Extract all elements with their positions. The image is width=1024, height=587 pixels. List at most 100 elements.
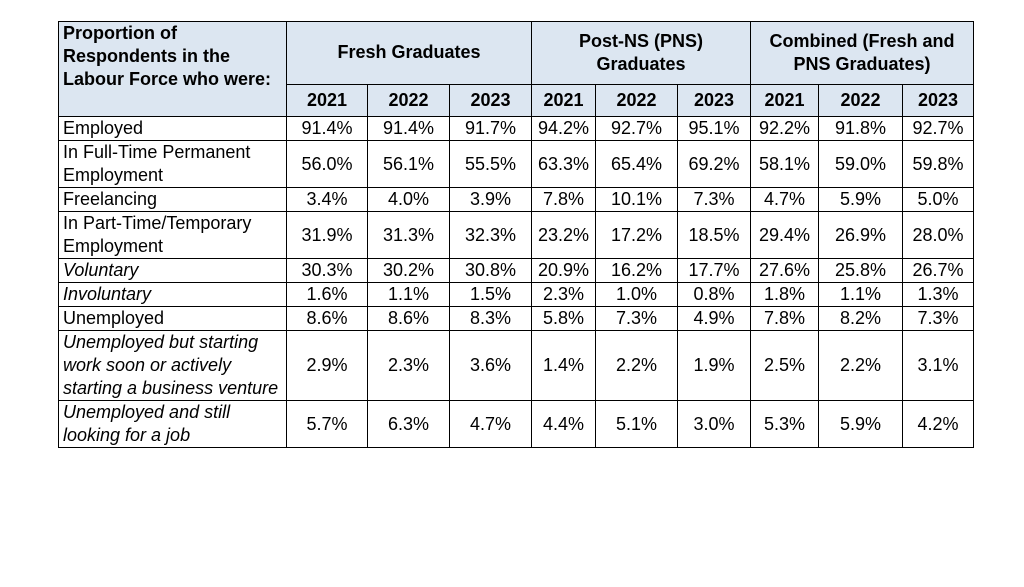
- table-cell: 91.7%: [449, 116, 532, 141]
- table-cell: 4.4%: [531, 400, 596, 448]
- table-cell: 0.8%: [676, 282, 752, 307]
- table-cell: 3.4%: [286, 187, 368, 212]
- table-cell: 7.3%: [902, 306, 975, 331]
- row-unemployed-starting-work: Unemployed but starting work soon or act…: [58, 330, 975, 401]
- table-cell: 16.2%: [595, 258, 678, 283]
- header-row-groups: Proportion of Respondents in the Labour …: [58, 21, 975, 117]
- table-cell: 63.3%: [531, 140, 596, 188]
- table-cell: 4.7%: [750, 187, 820, 212]
- year-header: 2022: [818, 83, 904, 118]
- table-cell: 17.7%: [676, 258, 752, 283]
- table-cell: 26.9%: [818, 211, 904, 259]
- table-cell: 5.3%: [750, 400, 820, 448]
- table-cell: 69.2%: [676, 140, 752, 188]
- table-cell: 59.8%: [902, 140, 975, 188]
- table-cell: 6.3%: [367, 400, 450, 448]
- table-cell: 32.3%: [449, 211, 532, 259]
- table-cell: 55.5%: [449, 140, 532, 188]
- table-cell: 1.8%: [750, 282, 820, 307]
- table-cell: 18.5%: [676, 211, 752, 259]
- table-cell: 8.6%: [367, 306, 450, 331]
- row-involuntary: Involuntary 1.6% 1.1% 1.5% 2.3% 1.0% 0.8…: [58, 282, 975, 307]
- table-cell: 25.8%: [818, 258, 904, 283]
- table-cell: 59.0%: [818, 140, 904, 188]
- column-header-title: Proportion of Respondents in the Labour …: [58, 21, 287, 117]
- year-header: 2021: [286, 83, 368, 118]
- table-cell: 5.9%: [818, 187, 904, 212]
- table-cell: 8.3%: [449, 306, 532, 331]
- year-header: 2022: [595, 83, 678, 118]
- table-cell: 7.8%: [750, 306, 820, 331]
- table-cell: 2.3%: [367, 330, 450, 401]
- table-cell: 4.2%: [902, 400, 975, 448]
- table-cell: 3.6%: [449, 330, 532, 401]
- table-cell: 7.3%: [676, 187, 752, 212]
- table-cell: 1.0%: [595, 282, 678, 307]
- row-label: In Part-Time/Temporary Employment: [58, 211, 287, 259]
- table-cell: 2.2%: [595, 330, 678, 401]
- table-cell: 95.1%: [676, 116, 752, 141]
- table-cell: 92.2%: [750, 116, 820, 141]
- table-cell: 94.2%: [531, 116, 596, 141]
- header-row-years: 2021 2022 2023 2021 2022 2023 2021 2022 …: [59, 83, 975, 118]
- table-cell: 30.8%: [449, 258, 532, 283]
- year-header: 2022: [367, 83, 450, 118]
- table-cell: 1.4%: [531, 330, 596, 401]
- table-cell: 3.1%: [902, 330, 975, 401]
- column-group-pns-graduates: Post-NS (PNS) Graduates: [530, 21, 752, 85]
- table-cell: 5.1%: [595, 400, 678, 448]
- table-cell: 56.1%: [367, 140, 450, 188]
- table-cell: 29.4%: [750, 211, 820, 259]
- table-cell: 27.6%: [750, 258, 820, 283]
- table-cell: 1.9%: [676, 330, 752, 401]
- table-cell: 1.1%: [367, 282, 450, 307]
- table-cell: 1.3%: [902, 282, 975, 307]
- row-employed: Employed 91.4% 91.4% 91.7% 94.2% 92.7% 9…: [58, 116, 975, 141]
- table-cell: 91.8%: [818, 116, 904, 141]
- row-voluntary: Voluntary 30.3% 30.2% 30.8% 20.9% 16.2% …: [58, 258, 975, 283]
- table-cell: 1.6%: [286, 282, 368, 307]
- table-cell: 20.9%: [531, 258, 596, 283]
- row-unemployed-looking: Unemployed and still looking for a job 5…: [58, 400, 975, 448]
- table-cell: 10.1%: [595, 187, 678, 212]
- year-header: 2021: [531, 83, 596, 118]
- year-header: 2023: [449, 83, 532, 118]
- table-cell: 28.0%: [902, 211, 975, 259]
- row-label: Employed: [58, 116, 287, 141]
- row-unemployed: Unemployed 8.6% 8.6% 8.3% 5.8% 7.3% 4.9%…: [58, 306, 975, 331]
- table-cell: 3.0%: [676, 400, 752, 448]
- table-cell: 5.7%: [286, 400, 368, 448]
- table-cell: 58.1%: [750, 140, 820, 188]
- table-cell: 8.2%: [818, 306, 904, 331]
- table-cell: 4.9%: [676, 306, 752, 331]
- table-cell: 30.2%: [367, 258, 450, 283]
- column-group-fresh-graduates: Fresh Graduates: [286, 21, 532, 85]
- table-cell: 56.0%: [286, 140, 368, 188]
- table-cell: 23.2%: [531, 211, 596, 259]
- table-cell: 2.3%: [531, 282, 596, 307]
- table-cell: 65.4%: [595, 140, 678, 188]
- row-label: In Full-Time Permanent Employment: [58, 140, 287, 188]
- table-cell: 91.4%: [286, 116, 368, 141]
- column-group-combined: Combined (Fresh and PNS Graduates): [750, 21, 975, 85]
- table-cell: 2.9%: [286, 330, 368, 401]
- table-cell: 2.5%: [750, 330, 820, 401]
- row-label: Freelancing: [58, 187, 287, 212]
- table-cell: 2.2%: [818, 330, 904, 401]
- table-cell: 91.4%: [367, 116, 450, 141]
- row-part-time-temporary: In Part-Time/Temporary Employment 31.9% …: [58, 211, 975, 259]
- row-full-time-permanent: In Full-Time Permanent Employment 56.0% …: [58, 140, 975, 188]
- row-label: Unemployed but starting work soon or act…: [58, 330, 287, 401]
- table-cell: 4.7%: [449, 400, 532, 448]
- table-cell: 1.5%: [449, 282, 532, 307]
- table-cell: 5.8%: [531, 306, 596, 331]
- table-cell: 7.8%: [531, 187, 596, 212]
- table-cell: 5.0%: [902, 187, 975, 212]
- labour-force-table: Proportion of Respondents in the Labour …: [58, 21, 975, 448]
- table-cell: 4.0%: [367, 187, 450, 212]
- row-label: Unemployed and still looking for a job: [58, 400, 287, 448]
- row-label: Voluntary: [58, 258, 287, 283]
- row-freelancing: Freelancing 3.4% 4.0% 3.9% 7.8% 10.1% 7.…: [58, 187, 975, 212]
- year-header: 2023: [902, 83, 975, 118]
- year-header: 2021: [750, 83, 820, 118]
